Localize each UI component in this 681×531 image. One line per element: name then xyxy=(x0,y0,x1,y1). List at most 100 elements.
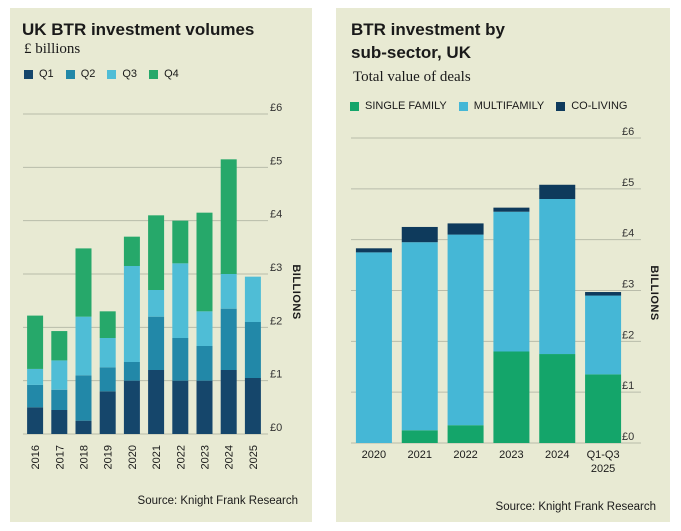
bar-2021-q4 xyxy=(148,215,165,290)
legend-label: Q4 xyxy=(164,68,179,80)
source-note: Source: Knight Frank Research xyxy=(137,495,298,507)
bar-2024-co-living xyxy=(539,184,576,199)
y-tick-label: £4 xyxy=(270,209,282,221)
bar-2021-multifamily xyxy=(401,242,438,431)
x-tick-label: 2024 xyxy=(545,449,569,461)
bar-2022-q1 xyxy=(172,380,189,434)
x-tick-label: 2024 xyxy=(224,445,236,469)
investment-volumes-chart: £0 £1 £2 £3 £4 £5 £6 2016 2017 2018 2019 2020 2021 20… xyxy=(23,102,302,469)
bar-2018-q3 xyxy=(75,316,92,376)
y-tick-label: £5 xyxy=(622,177,634,189)
source-note: Source: Knight Frank Research xyxy=(495,501,656,513)
bar-2019-q3 xyxy=(99,338,116,368)
bar-2022-q3 xyxy=(172,263,189,338)
bar-2022-co-living xyxy=(447,223,484,235)
y-axis-label: BILLIONS xyxy=(648,265,660,320)
bar-2019-q2 xyxy=(99,367,116,392)
y-tick-label: £0 xyxy=(270,422,282,434)
legend-label: SINGLE FAMILY xyxy=(365,100,447,112)
bar-2022-multifamily xyxy=(447,234,484,426)
x-tick-label: 2021 xyxy=(151,445,163,469)
x-tick-label: 2016 xyxy=(30,445,42,469)
legend-item-q4: Q4 xyxy=(149,68,179,80)
chart-title: BTR investment by sub-sector, UK xyxy=(351,18,505,64)
y-tick-label: £2 xyxy=(270,315,282,327)
bar-2020-q3 xyxy=(123,266,140,362)
y-tick-label: £4 xyxy=(622,228,634,240)
x-tick-label: 2017 xyxy=(54,445,66,469)
bar-2023-single-family xyxy=(493,351,530,443)
legend-swatch xyxy=(350,101,359,111)
x-tick-label: 2022 xyxy=(453,449,477,461)
bar-2020-q1 xyxy=(123,380,140,434)
bar-2025-q1 xyxy=(244,378,261,434)
bar-2022-q4 xyxy=(172,220,189,264)
bar-2016-q2 xyxy=(27,384,44,408)
legend-label: Q2 xyxy=(80,68,96,80)
chart-legend: Q1 Q2 Q3 Q4 xyxy=(24,68,191,80)
legend-swatch xyxy=(107,69,117,79)
y-tick-label: £6 xyxy=(622,126,634,138)
bar-2017-q1 xyxy=(51,410,68,434)
chart-legend: SINGLE FAMILY MULTIFAMILY CO-LIVING xyxy=(350,100,639,112)
legend-item-q3: Q3 xyxy=(107,68,137,80)
bar-2023-q2 xyxy=(196,346,213,381)
bar-2020-q2 xyxy=(123,362,140,381)
x-tick-label: 2020 xyxy=(127,445,139,469)
investment-volumes-panel: UK BTR investment volumes £ billions Q1 Q… xyxy=(10,8,312,522)
x-tick-label: Q1-Q3 xyxy=(587,449,620,461)
legend-swatch xyxy=(149,69,159,79)
bar-2024-q3 xyxy=(220,274,237,309)
bar-2018-q1 xyxy=(75,420,92,434)
legend-swatch xyxy=(65,69,75,79)
y-tick-label: £1 xyxy=(270,369,282,381)
chart-title: UK BTR investment volumes xyxy=(22,20,255,39)
bar-2024-multifamily xyxy=(539,199,576,355)
legend-item-co-living: CO-LIVING xyxy=(556,100,627,112)
bar-2025-q3 xyxy=(244,276,261,322)
x-tick-label: 2023 xyxy=(200,445,212,469)
bar-2022-q2 xyxy=(172,338,189,381)
bar-2025-q2 xyxy=(244,322,261,378)
bar-2020-multifamily xyxy=(355,252,392,443)
x-tick-label: 2022 xyxy=(175,445,187,469)
chart-title-line-1: BTR investment by xyxy=(351,20,505,39)
bar-2019-q4 xyxy=(99,311,116,338)
chart-subtitle: £ billions xyxy=(24,41,81,57)
y-tick-label: £3 xyxy=(270,262,282,274)
bar-2023-q3 xyxy=(196,311,213,346)
y-tick-label: £0 xyxy=(622,431,634,443)
bar-2023-multifamily xyxy=(493,211,530,352)
legend-swatch xyxy=(556,101,566,111)
x-tick-label: 2018 xyxy=(79,445,91,469)
bar-2023-q4 xyxy=(196,212,213,312)
bar-q1-q3-2025-co-living xyxy=(585,292,622,296)
bar-2021-single-family xyxy=(401,430,438,443)
chart-subtitle: Total value of deals xyxy=(353,69,471,85)
y-tick-label: £6 xyxy=(270,102,282,114)
bar-q1-q3-2025-multifamily xyxy=(585,295,622,375)
y-tick-label: £1 xyxy=(622,380,634,392)
x-tick-label: 2025 xyxy=(248,445,260,469)
bar-2017-q2 xyxy=(51,389,68,410)
bar-2020-co-living xyxy=(355,248,392,253)
legend-swatch xyxy=(458,101,468,111)
bar-2023-co-living xyxy=(493,207,530,212)
bar-2021-co-living xyxy=(401,226,438,243)
sub-sector-chart: £0 £1 £2 £3 £4 £5 £6 2020 2021 2022 2023 2024 Q1-Q3 2… xyxy=(351,126,660,475)
y-axis-label: BILLIONS xyxy=(290,264,302,319)
bar-2021-q1 xyxy=(148,370,165,434)
legend-label: MULTIFAMILY xyxy=(473,100,545,112)
bar-2021-q3 xyxy=(148,290,165,317)
bar-2022-single-family xyxy=(447,425,484,443)
bar-2024-q2 xyxy=(220,308,237,370)
legend-label: Q1 xyxy=(39,68,54,80)
bar-2018-q2 xyxy=(75,375,92,421)
bar-2020-q4 xyxy=(123,236,140,266)
legend-item-multifamily: MULTIFAMILY xyxy=(458,100,545,112)
legend-swatch xyxy=(24,69,33,79)
bar-2023-q1 xyxy=(196,380,213,434)
x-tick-label: 2019 xyxy=(103,445,115,469)
bar-2017-q4 xyxy=(51,331,68,361)
bar-2024-single-family xyxy=(539,354,576,443)
